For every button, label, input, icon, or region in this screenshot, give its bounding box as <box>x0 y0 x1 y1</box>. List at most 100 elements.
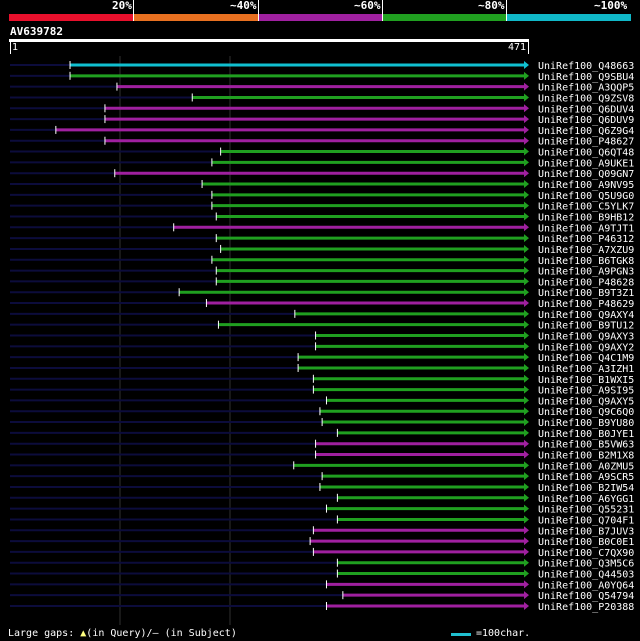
hit-label[interactable]: UniRef100_A0ZMU5 <box>538 461 634 472</box>
hit-row[interactable]: UniRef100_Q9AXY5 <box>10 396 634 407</box>
hit-label[interactable]: UniRef100_A9SCR5 <box>538 472 634 483</box>
hit-row[interactable]: UniRef100_Q9SBU4 <box>10 71 634 83</box>
hit-row[interactable]: UniRef100_B9T3Z1 <box>10 288 634 299</box>
hit-row[interactable]: UniRef100_B0JYE1 <box>10 428 634 440</box>
hit-label[interactable]: UniRef100_Q6QT48 <box>538 148 634 159</box>
hit-label[interactable]: UniRef100_A3QQP5 <box>538 83 634 94</box>
hit-row[interactable]: UniRef100_P48628 <box>10 277 634 288</box>
hit-row[interactable]: UniRef100_B1WXI5 <box>10 374 634 386</box>
hit-row[interactable]: UniRef100_Q6Z9G4 <box>10 125 634 137</box>
hit-label[interactable]: UniRef100_B9T3Z1 <box>538 288 634 299</box>
hit-row[interactable]: UniRef100_Q44503 <box>10 569 634 581</box>
hit-row[interactable]: UniRef100_A7XZU9 <box>10 244 634 256</box>
hit-row[interactable]: UniRef100_Q54794 <box>10 591 634 602</box>
hit-label[interactable]: UniRef100_B0C0E1 <box>538 537 634 548</box>
hit-row[interactable]: UniRef100_Q704F1 <box>10 515 634 526</box>
hit-row[interactable]: UniRef100_P48629 <box>10 299 634 310</box>
hit-label[interactable]: UniRef100_Q9SBU4 <box>538 72 634 83</box>
hit-row[interactable]: UniRef100_B9TU12 <box>10 320 634 332</box>
hit-row[interactable]: UniRef100_Q6DUV9 <box>10 115 634 126</box>
hit-row[interactable]: UniRef100_Q9C6Q0 <box>10 407 634 418</box>
hit-label[interactable]: UniRef100_A9SI95 <box>538 386 634 397</box>
hit-row[interactable]: UniRef100_Q6QT48 <box>10 147 634 159</box>
hit-row[interactable]: UniRef100_A9TJT1 <box>10 223 634 234</box>
hit-row[interactable]: UniRef100_A9NV95 <box>10 180 634 191</box>
hit-label[interactable]: UniRef100_Q09GN7 <box>538 169 634 180</box>
hit-row[interactable]: UniRef100_B2IW54 <box>10 482 634 494</box>
hit-row[interactable]: UniRef100_A9PGN3 <box>10 266 634 278</box>
hit-row[interactable]: UniRef100_Q9AXY4 <box>10 309 634 321</box>
hit-row[interactable]: UniRef100_C5YLK7 <box>10 201 634 213</box>
hit-row[interactable]: UniRef100_Q5U9G0 <box>10 190 634 202</box>
hit-label[interactable]: UniRef100_A3IZH1 <box>538 364 634 375</box>
hit-row[interactable]: UniRef100_B9HB12 <box>10 212 634 223</box>
hit-row[interactable]: UniRef100_A9SI95 <box>10 385 634 397</box>
hit-row[interactable]: UniRef100_Q9ZSV8 <box>10 93 634 104</box>
hit-row[interactable]: UniRef100_A6YGG1 <box>10 493 634 505</box>
hit-row[interactable]: UniRef100_A3QQP5 <box>10 82 634 94</box>
hit-row[interactable]: UniRef100_B2M1X8 <box>10 450 634 462</box>
hit-label[interactable]: UniRef100_Q48663 <box>538 61 634 72</box>
hit-label[interactable]: UniRef100_B6TGK8 <box>538 256 634 267</box>
hit-row[interactable]: UniRef100_Q48663 <box>10 61 634 72</box>
hit-label[interactable]: UniRef100_Q9AXY3 <box>538 332 634 343</box>
hit-label[interactable]: UniRef100_A7XZU9 <box>538 245 634 256</box>
hit-label[interactable]: UniRef100_Q55231 <box>538 505 634 516</box>
hit-label[interactable]: UniRef100_Q6DUV4 <box>538 104 634 115</box>
hit-label[interactable]: UniRef100_Q54794 <box>538 591 634 602</box>
hit-row[interactable]: UniRef100_B5VW63 <box>10 439 634 451</box>
hit-row[interactable]: UniRef100_B7JUV3 <box>10 526 634 537</box>
hit-label[interactable]: UniRef100_Q4C1M9 <box>538 353 634 364</box>
hit-row[interactable]: UniRef100_C7QX90 <box>10 547 634 559</box>
hit-row[interactable]: UniRef100_Q09GN7 <box>10 169 634 180</box>
hit-row[interactable]: UniRef100_A0ZMU5 <box>10 461 634 472</box>
hit-label[interactable]: UniRef100_A6YGG1 <box>538 494 634 505</box>
hit-row[interactable]: UniRef100_B9YU80 <box>10 418 634 429</box>
hit-row[interactable]: UniRef100_A3IZH1 <box>10 363 634 375</box>
hit-row[interactable]: UniRef100_P20388 <box>10 602 634 613</box>
hit-row[interactable]: UniRef100_A9UKE1 <box>10 158 634 169</box>
hit-label[interactable]: UniRef100_B1WXI5 <box>538 375 634 386</box>
hit-label[interactable]: UniRef100_B9HB12 <box>538 212 634 223</box>
hit-label[interactable]: UniRef100_C5YLK7 <box>538 202 634 213</box>
hit-label[interactable]: UniRef100_Q9C6Q0 <box>538 407 634 418</box>
hit-row[interactable]: UniRef100_B0C0E1 <box>10 537 634 548</box>
hit-row[interactable]: UniRef100_P46312 <box>10 234 634 245</box>
hit-row[interactable]: UniRef100_A0YQ64 <box>10 580 634 591</box>
hit-label[interactable]: UniRef100_C7QX90 <box>538 548 634 559</box>
hit-row[interactable]: UniRef100_Q9AXY3 <box>10 331 634 343</box>
hit-row[interactable]: UniRef100_B6TGK8 <box>10 255 634 267</box>
hit-label[interactable]: UniRef100_Q9AXY2 <box>538 342 634 353</box>
hit-row[interactable]: UniRef100_Q9AXY2 <box>10 342 634 353</box>
hit-label[interactable]: UniRef100_Q704F1 <box>538 515 634 526</box>
hit-row[interactable]: UniRef100_Q4C1M9 <box>10 353 634 364</box>
hit-label[interactable]: UniRef100_P48627 <box>538 137 634 148</box>
hit-label[interactable]: UniRef100_A0YQ64 <box>538 580 634 591</box>
hit-row[interactable]: UniRef100_Q55231 <box>10 504 634 516</box>
hit-label[interactable]: UniRef100_B2IW54 <box>538 483 634 494</box>
hit-label[interactable]: UniRef100_A9NV95 <box>538 180 634 191</box>
hit-label[interactable]: UniRef100_B5VW63 <box>538 440 634 451</box>
hit-label[interactable]: UniRef100_Q3M5C6 <box>538 559 634 570</box>
hit-label[interactable]: UniRef100_A9TJT1 <box>538 223 634 234</box>
hit-label[interactable]: UniRef100_B2M1X8 <box>538 451 634 462</box>
hit-label[interactable]: UniRef100_Q9ZSV8 <box>538 93 634 104</box>
hit-label[interactable]: UniRef100_B0JYE1 <box>538 429 634 440</box>
hit-label[interactable]: UniRef100_Q6DUV9 <box>538 115 634 126</box>
hit-label[interactable]: UniRef100_Q9AXY4 <box>538 310 634 321</box>
hit-label[interactable]: UniRef100_B7JUV3 <box>538 526 634 537</box>
hit-label[interactable]: UniRef100_Q6Z9G4 <box>538 126 634 137</box>
hit-row[interactable]: UniRef100_Q6DUV4 <box>10 104 634 115</box>
hit-row[interactable]: UniRef100_Q3M5C6 <box>10 558 634 570</box>
hit-row[interactable]: UniRef100_A9SCR5 <box>10 472 634 483</box>
hit-label[interactable]: UniRef100_P48628 <box>538 277 634 288</box>
hit-label[interactable]: UniRef100_A9UKE1 <box>538 158 634 169</box>
hit-label[interactable]: UniRef100_Q5U9G0 <box>538 191 634 202</box>
hit-label[interactable]: UniRef100_P48629 <box>538 299 634 310</box>
hit-label[interactable]: UniRef100_Q9AXY5 <box>538 396 634 407</box>
hit-label[interactable]: UniRef100_P20388 <box>538 602 634 613</box>
hit-label[interactable]: UniRef100_Q44503 <box>538 570 634 581</box>
hit-row[interactable]: UniRef100_P48627 <box>10 136 634 148</box>
hit-label[interactable]: UniRef100_B9YU80 <box>538 418 634 429</box>
hit-label[interactable]: UniRef100_A9PGN3 <box>538 267 634 278</box>
